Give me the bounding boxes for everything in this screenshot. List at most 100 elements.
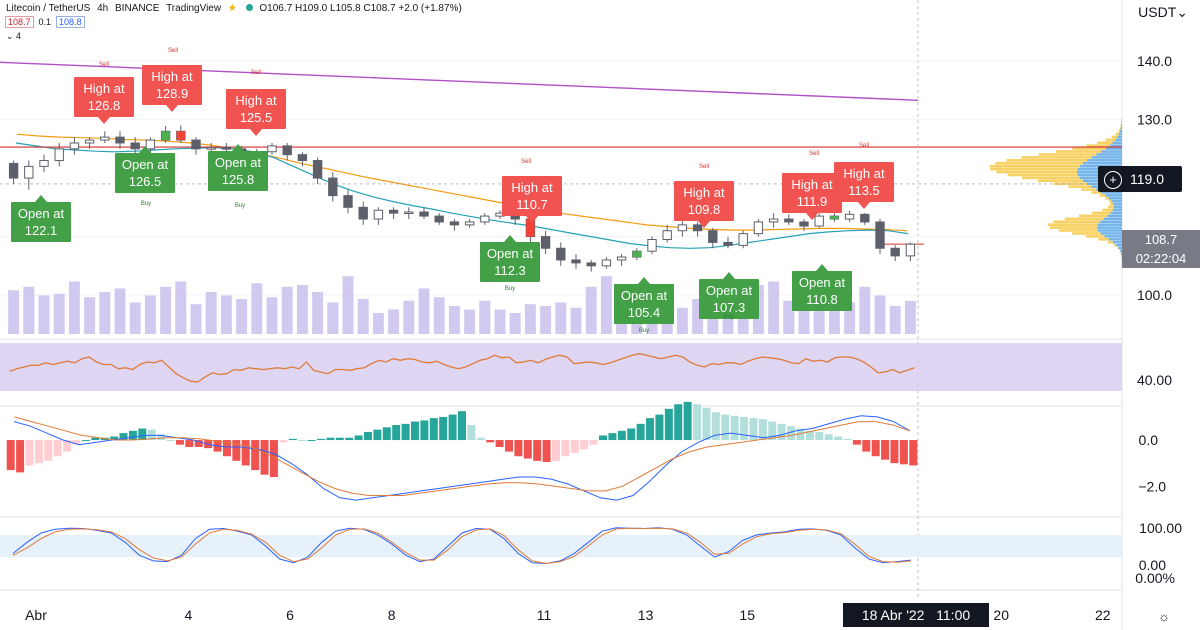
volume-bar: [874, 295, 886, 334]
volume-profile-bar: [1100, 191, 1122, 194]
candle-body: [844, 213, 855, 220]
macd-histogram-bar: [552, 440, 561, 461]
macd-histogram-bar: [505, 440, 514, 452]
label-box: [792, 271, 852, 311]
macd-histogram-bar: [674, 404, 683, 441]
volume-bar: [372, 313, 384, 334]
macd-histogram-bar: [166, 440, 175, 442]
macd-histogram-bar: [721, 414, 730, 441]
volume-bar: [99, 292, 111, 334]
highlight-candle: [632, 251, 641, 258]
label-price: 110.8: [806, 292, 838, 307]
volume-profile-bar: [1105, 147, 1122, 150]
volume-bar: [904, 300, 916, 334]
crosshair-time: 11:00: [936, 607, 971, 623]
interval[interactable]: 4h: [97, 3, 109, 14]
time-tick-label: 15: [739, 607, 755, 623]
macd-histogram-bar: [711, 412, 720, 441]
macd-histogram-bar: [448, 414, 457, 441]
candle-body: [373, 209, 384, 220]
volume-bar: [342, 276, 354, 334]
macd-histogram-bar: [429, 418, 438, 441]
open-label: Open at 110.8: [792, 264, 852, 311]
star-icon[interactable]: ★: [227, 3, 237, 14]
macd-histogram-bar: [34, 440, 43, 464]
ask-value[interactable]: 108.8: [56, 16, 85, 28]
signal-buy: Buy: [235, 203, 245, 209]
signal-sell: Sell: [251, 70, 261, 76]
currency-selector[interactable]: USDT⌄: [1138, 4, 1188, 21]
crosshair-price-badge[interactable]: +119.0: [1098, 166, 1182, 192]
label-text: High at: [791, 177, 833, 192]
candle-body: [768, 218, 779, 223]
volume-bar: [205, 292, 217, 334]
platform: TradingView: [166, 3, 222, 14]
volume-profile-bar: [1116, 243, 1122, 247]
candle-body: [464, 221, 475, 226]
bid-value[interactable]: 108.7: [5, 16, 34, 28]
ma-long-line: [0, 61, 919, 101]
volume-profile-bar: [1110, 211, 1122, 215]
label-arrow: [806, 213, 818, 220]
macd-histogram-bar: [599, 435, 608, 441]
price-tick-label: 100.0: [1137, 287, 1172, 303]
volume-bar: [175, 281, 187, 334]
candle-body: [328, 177, 338, 197]
plus-icon[interactable]: +: [1104, 171, 1122, 189]
candle-body: [115, 136, 125, 144]
macd-histogram-bar: [392, 425, 401, 441]
crosshair-date: 18 Abr '22: [861, 607, 925, 623]
rsi-pane[interactable]: [0, 343, 1122, 391]
macd-histogram-bar: [862, 440, 871, 452]
macd-histogram-bar: [683, 401, 692, 441]
candle-body: [601, 259, 612, 267]
volume-profile-bar: [1086, 235, 1105, 238]
macd-histogram-bar: [279, 440, 288, 443]
high-label: High at 128.9: [142, 65, 202, 112]
candle-body: [571, 259, 581, 264]
volume-bar: [403, 300, 415, 334]
high-label: High at 111.9: [782, 173, 842, 220]
volume-profile-bar: [1097, 141, 1113, 145]
label-price: 126.8: [88, 98, 121, 113]
chart-header: Litecoin / TetherUS 4h BINANCE TradingVi…: [6, 3, 466, 14]
label-text: Open at: [487, 246, 534, 261]
label-text: Open at: [215, 155, 262, 170]
macd-histogram-bar: [617, 430, 626, 441]
volume-bar: [600, 276, 612, 334]
volume-profile-bar: [1113, 202, 1122, 206]
volume-profile-bar: [1098, 237, 1109, 241]
volume-profile-bar: [1101, 150, 1122, 153]
volume-bar: [570, 307, 582, 334]
macd-histogram-bar: [730, 415, 739, 441]
indicator-collapse-toggle[interactable]: ⌄ 4: [6, 31, 22, 41]
volume-bar: [676, 307, 688, 334]
label-arrow: [858, 202, 870, 209]
volume-profile-bar: [1105, 197, 1109, 200]
symbol-name[interactable]: Litecoin / TetherUS: [6, 3, 91, 14]
macd-histogram-bar: [288, 438, 297, 441]
gear-icon[interactable]: ☼: [1158, 609, 1170, 624]
label-box: [226, 89, 286, 129]
volume-bar: [68, 281, 80, 334]
macd-histogram-bar: [646, 418, 655, 441]
macd-histogram-bar: [439, 416, 448, 441]
candle-body: [708, 230, 718, 243]
label-price: 125.5: [240, 110, 273, 125]
signal-sell: Sell: [521, 159, 531, 165]
high-label: High at 113.5: [834, 162, 894, 209]
macd-histogram-bar: [852, 440, 861, 445]
volume-bar: [448, 306, 460, 334]
spread-value: 0.1: [38, 17, 52, 27]
macd-pane[interactable]: [6, 401, 918, 501]
stoch-d-line: [12, 527, 912, 565]
volume-profile-bar: [1086, 144, 1110, 148]
candle-body: [586, 262, 596, 267]
macd-histogram-bar: [909, 440, 918, 466]
signal-sell: Sell: [809, 151, 819, 157]
volume-profile-bar: [990, 167, 1078, 171]
label-text: Open at: [122, 157, 169, 172]
stoch-pane[interactable]: [0, 527, 1122, 565]
